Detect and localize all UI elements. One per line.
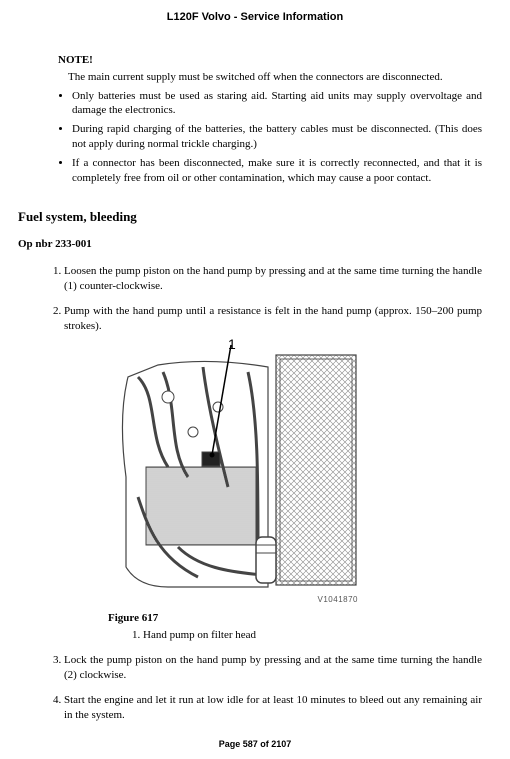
op-number: Op nbr 233-001 (18, 237, 492, 252)
note-bullet: Only batteries must be used as staring a… (72, 89, 482, 119)
step-1: Loosen the pump piston on the hand pump … (64, 264, 482, 294)
figure-callout-1: 1 (228, 335, 236, 354)
note-bullet: During rapid charging of the batteries, … (72, 122, 482, 152)
step-2-text: Pump with the hand pump until a resistan… (64, 305, 482, 332)
engine-diagram-icon (108, 337, 368, 607)
procedure-steps: Loosen the pump piston on the hand pump … (50, 264, 482, 722)
step-4: Start the engine and let it run at low i… (64, 693, 482, 723)
figure-image: 1 (108, 337, 368, 607)
note-intro: The main current supply must be switched… (68, 70, 492, 85)
figure-image-number: V1041870 (318, 595, 358, 606)
note-heading: NOTE! (58, 53, 492, 68)
step-3: Lock the pump piston on the hand pump by… (64, 653, 482, 683)
note-bullet-list: Only batteries must be used as staring a… (72, 89, 482, 186)
figure-caption: Figure 617 (108, 611, 482, 626)
note-bullet: If a connector has been disconnected, ma… (72, 156, 482, 186)
doc-title: L120F Volvo - Service Information (18, 10, 492, 25)
figure-subcaption: 1. Hand pump on filter head (132, 628, 482, 643)
step-2: Pump with the hand pump until a resistan… (64, 304, 482, 643)
page-footer: Page 587 of 2107 (18, 738, 492, 750)
section-heading: Fuel system, bleeding (18, 208, 492, 226)
service-page: L120F Volvo - Service Information NOTE! … (0, 0, 510, 759)
figure-block: 1 (108, 337, 482, 643)
